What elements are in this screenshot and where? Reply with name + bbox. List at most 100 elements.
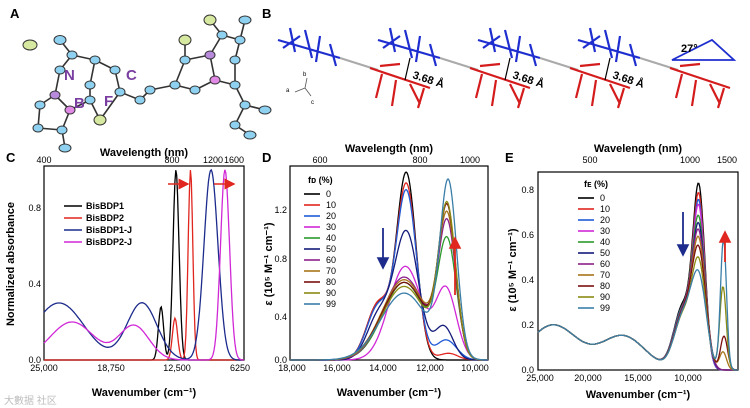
plot-d-y-axis-title: ε (10⁵ M⁻¹ cm⁻¹) xyxy=(263,222,275,305)
series-e-99 xyxy=(537,238,738,371)
plot-c-top-axis-title: Wavelength (nm) xyxy=(100,147,189,159)
plot-e-x-axis-title: Wavenumber (cm⁻¹) xyxy=(586,389,691,401)
plot-d-xtick: 14,000 xyxy=(369,363,397,373)
plot-c-ytick: 0.0 xyxy=(28,355,41,365)
plot-d-x-axis-title: Wavenumber (cm⁻¹) xyxy=(337,387,442,399)
plot-e-top-tick: 500 xyxy=(582,155,597,165)
watermark: 大數据 社区 xyxy=(4,394,57,407)
plot-c-top-ticks: 400 800 1200 1600 xyxy=(36,155,244,165)
atom-label-c: C xyxy=(126,67,137,84)
series-d-99 xyxy=(290,178,488,361)
legend-label: 10 xyxy=(600,204,610,214)
plot-c-top-tick: 800 xyxy=(164,155,179,165)
plot-d-top-tick: 600 xyxy=(312,155,327,165)
plot-d-top-tick: 1000 xyxy=(460,155,480,165)
plot-c-series xyxy=(43,168,245,361)
plot-e-xtick: 15,000 xyxy=(624,373,652,383)
legend-label: 10 xyxy=(326,200,336,210)
plot-c-xtick: 6250 xyxy=(230,363,250,373)
plot-e-ytick: 0.4 xyxy=(521,275,534,285)
legend-label: 0 xyxy=(600,193,605,203)
plot-e-y-axis-title: ε (10⁵ M⁻¹ cm⁻¹) xyxy=(507,228,519,311)
plot-c-ytick: 0.4 xyxy=(28,279,41,289)
legend-bisbdp2: BisBDP2 xyxy=(86,213,124,223)
plot-e-legend-title: fᴇ (%) xyxy=(584,179,608,189)
plot-c-xtick: 25,000 xyxy=(30,363,58,373)
legend-label: 40 xyxy=(600,237,610,247)
plot-d-xtick: 12,000 xyxy=(416,363,444,373)
plot-c-xtick: 12,500 xyxy=(163,363,191,373)
legend-label: 50 xyxy=(600,248,610,258)
panel-b-packing xyxy=(277,27,737,109)
atom-label-b: B xyxy=(74,95,85,112)
plot-c-top-tick: 1600 xyxy=(224,155,244,165)
legend-label: 99 xyxy=(326,299,336,309)
plot-d-top-ticks: 600 800 1000 xyxy=(312,155,480,165)
series-e-20 xyxy=(537,198,738,371)
plot-frame-e xyxy=(537,171,739,371)
legend-label: 20 xyxy=(326,211,336,221)
legend-label: 50 xyxy=(326,244,336,254)
series-e-40 xyxy=(537,214,738,371)
plot-d-xtick: 16,000 xyxy=(323,363,351,373)
legend-label: 70 xyxy=(600,270,610,280)
plot-e-series xyxy=(537,182,738,371)
series-e-50 xyxy=(537,221,738,371)
plot-e-top-ticks: 500 1000 1500 xyxy=(582,155,737,165)
legend-bisbdp2-j: BisBDP2-J xyxy=(86,237,132,247)
series-c-bisbdp2 xyxy=(44,170,244,361)
plot-frame-d xyxy=(289,165,489,361)
plot-c-x-axis-title: Wavenumber (cm⁻¹) xyxy=(92,387,197,399)
plot-e-ytick: 0.0 xyxy=(521,365,534,375)
panel-a-label: A xyxy=(10,6,20,21)
plot-e-xticks: 25,000 20,000 15,000 10,000 xyxy=(526,373,702,383)
series-c-bisbdp2-j xyxy=(43,169,245,361)
series-d-90 xyxy=(290,200,488,361)
legend-label: 80 xyxy=(600,281,610,291)
plot-c-top-tick: 400 xyxy=(36,155,51,165)
legend-label: 0 xyxy=(326,189,331,199)
axis-label-a: a xyxy=(286,88,290,94)
legend-label: 90 xyxy=(326,288,336,298)
legend-label: 20 xyxy=(600,215,610,225)
plot-c-yticks: 0.0 0.4 0.8 xyxy=(28,203,41,365)
plot-e-xtick: 10,000 xyxy=(674,373,702,383)
legend-bisbdp1-j: BisBDP1-J xyxy=(86,225,132,235)
plot-c-ytick: 0.8 xyxy=(28,203,41,213)
plot-d-top-tick: 800 xyxy=(412,155,427,165)
plot-d-xticks: 18,000 16,000 14,000 12,000 10,000 xyxy=(278,363,489,373)
plot-e-top-axis-title: Wavelength (nm) xyxy=(594,143,683,155)
panel-d-label: D xyxy=(262,150,271,165)
plot-d-ytick: 0.8 xyxy=(274,254,287,264)
series-e-0 xyxy=(537,182,738,371)
plot-c-top-tick: 1200 xyxy=(203,155,223,165)
plot-d-ytick: 0.0 xyxy=(274,355,287,365)
plot-d-yticks: 0.0 0.4 0.8 1.2 xyxy=(274,205,287,365)
legend-label: 40 xyxy=(326,233,336,243)
plot-d-ytick: 0.4 xyxy=(274,312,287,322)
panel-e-label: E xyxy=(505,150,514,165)
axis-label-c: c xyxy=(311,100,314,106)
legend-label: 80 xyxy=(326,277,336,287)
legend-label: 60 xyxy=(326,255,336,265)
panel-a-atoms xyxy=(22,14,272,153)
plot-c-y-axis-title: Normalized absorbance xyxy=(5,202,17,326)
legend-label: 99 xyxy=(600,303,610,313)
legend-label: 70 xyxy=(326,266,336,276)
series-e-60 xyxy=(537,228,738,371)
series-c-bisbdp1-j xyxy=(43,168,244,361)
plot-e-xtick: 20,000 xyxy=(574,373,602,383)
legend-label: 30 xyxy=(600,226,610,236)
angle-label: 27° xyxy=(681,43,698,55)
plot-c-xtick: 18,750 xyxy=(97,363,125,373)
plot-e-ytick: 0.8 xyxy=(521,185,534,195)
legend-bisbdp1: BisBDP1 xyxy=(86,201,124,211)
plot-e-ytick: 0.6 xyxy=(521,230,534,240)
legend-label: 90 xyxy=(600,292,610,302)
plot-d-top-axis-title: Wavelength (nm) xyxy=(345,143,434,155)
panel-b-label: B xyxy=(262,6,271,21)
atom-label-f: F xyxy=(104,93,113,110)
panel-c-label: C xyxy=(6,150,16,165)
